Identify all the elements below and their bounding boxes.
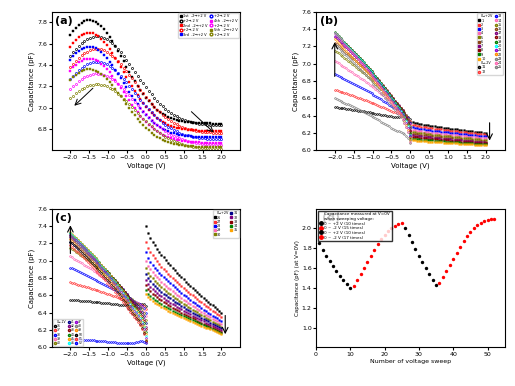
Point bbox=[411, 246, 420, 252]
X-axis label: Voltage (V): Voltage (V) bbox=[127, 359, 165, 366]
Y-axis label: Capacitance (pF) (at V=0V): Capacitance (pF) (at V=0V) bbox=[296, 240, 300, 316]
X-axis label: Voltage (V): Voltage (V) bbox=[391, 162, 430, 169]
Legend: 0→+2V, 1, 2, 3, 4, 5, 6, 7, 8, 9, 10, 0→-2V, 11, 12, 13, 14, 15, 16, 17, 18, 19,: 0→+2V, 1, 2, 3, 4, 5, 6, 7, 8, 9, 10, 0→… bbox=[477, 13, 503, 75]
Point bbox=[435, 280, 443, 286]
Point bbox=[476, 219, 485, 225]
Point bbox=[401, 225, 409, 232]
Point bbox=[370, 247, 379, 253]
Point bbox=[484, 217, 492, 223]
Point bbox=[445, 262, 454, 268]
Point bbox=[408, 239, 416, 245]
Point bbox=[346, 285, 354, 291]
Point bbox=[325, 258, 334, 264]
Point bbox=[470, 225, 478, 232]
Point bbox=[415, 253, 423, 259]
Point bbox=[463, 233, 471, 239]
Point bbox=[439, 274, 447, 280]
Text: (a): (a) bbox=[55, 16, 73, 26]
Point bbox=[459, 238, 468, 244]
Point bbox=[350, 283, 358, 289]
Point bbox=[353, 277, 361, 283]
Point bbox=[322, 253, 330, 259]
Point bbox=[336, 273, 344, 279]
Point bbox=[456, 244, 464, 251]
Point bbox=[391, 223, 399, 230]
Text: (c): (c) bbox=[55, 213, 72, 223]
Y-axis label: Capacitance (pF): Capacitance (pF) bbox=[28, 248, 35, 308]
Point bbox=[432, 282, 440, 288]
Point bbox=[342, 281, 351, 287]
Point bbox=[442, 268, 451, 274]
Y-axis label: Capacitance (pF): Capacitance (pF) bbox=[28, 51, 35, 111]
Point bbox=[381, 232, 389, 239]
Point bbox=[398, 220, 406, 227]
Y-axis label: Capacitance (pF): Capacitance (pF) bbox=[293, 51, 299, 111]
Point bbox=[373, 241, 382, 247]
Text: (d): (d) bbox=[321, 213, 340, 223]
Point bbox=[332, 268, 340, 274]
Point bbox=[360, 265, 368, 271]
Point bbox=[418, 259, 426, 265]
Point bbox=[387, 225, 396, 232]
Legend: 0→-2V, 36, 37, 38, 39, 40, 41, 42, 43, 44, 45, 46, 47, 48, 49, 50, 51, 52: 0→-2V, 36, 37, 38, 39, 40, 41, 42, 43, 4… bbox=[53, 319, 83, 346]
X-axis label: Voltage (V): Voltage (V) bbox=[127, 162, 165, 169]
Point bbox=[490, 215, 499, 222]
X-axis label: Number of voltage sweep: Number of voltage sweep bbox=[370, 359, 451, 364]
Point bbox=[449, 256, 457, 262]
Point bbox=[315, 240, 323, 246]
Point bbox=[404, 232, 413, 239]
Point bbox=[319, 247, 327, 253]
Legend: Capacitance measured at V=0V, when sweeping voltage:, 0 ~ +2 V (10 times), 0 ~ -: Capacitance measured at V=0V, when sweep… bbox=[318, 211, 391, 241]
Point bbox=[425, 271, 433, 277]
Point bbox=[394, 222, 402, 228]
Point bbox=[422, 265, 430, 271]
Point bbox=[428, 277, 437, 283]
Point bbox=[487, 215, 495, 222]
Text: (b): (b) bbox=[320, 16, 338, 26]
Point bbox=[480, 217, 488, 223]
Legend: 1st  -2→+2 V, +2→-2 V, 2nd  -2→+2 V, +2→-2 V, 3rd  -2→+2 V, +2→-2 V, 4th  -2→+2 : 1st -2→+2 V, +2→-2 V, 2nd -2→+2 V, +2→-2… bbox=[178, 14, 238, 38]
Point bbox=[466, 229, 474, 235]
Point bbox=[473, 222, 482, 229]
Point bbox=[356, 271, 365, 277]
Point bbox=[377, 236, 385, 242]
Point bbox=[329, 263, 337, 269]
Point bbox=[339, 277, 348, 283]
Point bbox=[363, 259, 371, 265]
Point bbox=[453, 250, 461, 256]
Point bbox=[384, 229, 392, 235]
Point bbox=[367, 253, 375, 259]
